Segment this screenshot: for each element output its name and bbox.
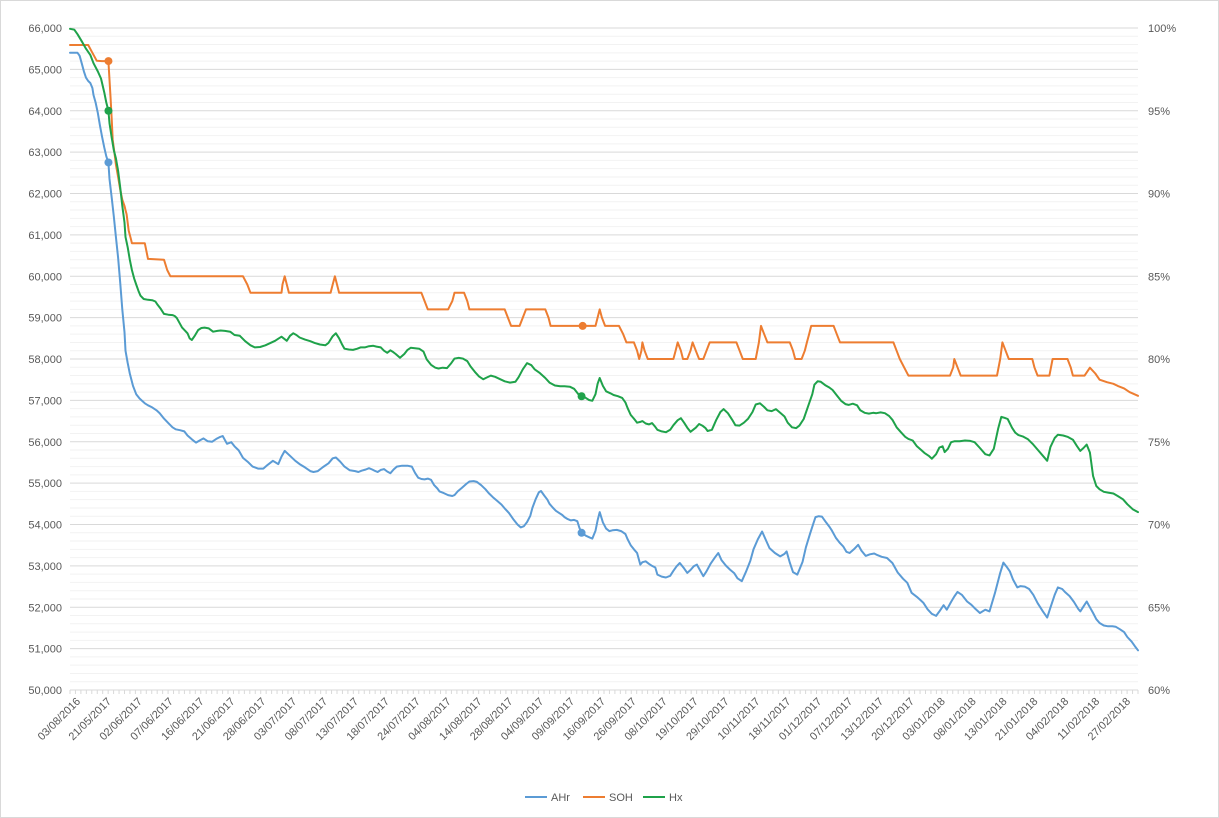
y-axis-left-label: 55,000	[28, 478, 62, 490]
y-axis-right-label: 60%	[1148, 685, 1170, 697]
y-axis-right-label: 75%	[1148, 437, 1170, 449]
y-axis-left-label: 63,000	[28, 147, 62, 159]
y-axis-left-label: 66,000	[28, 23, 62, 35]
y-axis-left-label: 64,000	[28, 106, 62, 118]
y-axis-left-label: 61,000	[28, 230, 62, 242]
y-axis-right-label: 90%	[1148, 189, 1170, 201]
series-marker-AHr[interactable]	[104, 158, 113, 167]
y-axis-right-label: 70%	[1148, 520, 1170, 532]
series-marker-SOH[interactable]	[578, 321, 587, 330]
y-axis-left-label: 57,000	[28, 395, 62, 407]
y-axis-left-label: 54,000	[28, 520, 62, 532]
y-axis-left-label: 50,000	[28, 685, 62, 697]
y-axis-left-label: 53,000	[28, 561, 62, 573]
y-axis-right-label: 85%	[1148, 271, 1170, 283]
y-axis-right-label: 65%	[1148, 602, 1170, 614]
series-line-SOH[interactable]	[69, 44, 1139, 397]
y-axis-left-label: 59,000	[28, 313, 62, 325]
y-axis-right-label: 100%	[1148, 23, 1176, 35]
series-line-Hx[interactable]	[69, 27, 1139, 514]
y-axis-right-label: 80%	[1148, 354, 1170, 366]
y-axis-left-label: 65,000	[28, 64, 62, 76]
series-marker-Hx[interactable]	[577, 392, 586, 401]
legend-label-Hx[interactable]: Hx	[669, 792, 683, 804]
series-marker-AHr[interactable]	[577, 528, 586, 537]
legend-label-AHr[interactable]: AHr	[551, 792, 570, 804]
y-axis-left-label: 58,000	[28, 354, 62, 366]
y-axis-left-label: 52,000	[28, 602, 62, 614]
y-axis-left-label: 60,000	[28, 271, 62, 283]
y-axis-right-label: 95%	[1148, 106, 1170, 118]
y-axis-left-label: 51,000	[28, 644, 62, 656]
legend-label-SOH[interactable]: SOH	[609, 792, 633, 804]
y-axis-left-label: 56,000	[28, 437, 62, 449]
series-marker-Hx[interactable]	[104, 106, 113, 115]
y-axis-left-label: 62,000	[28, 189, 62, 201]
series-marker-SOH[interactable]	[104, 57, 113, 66]
